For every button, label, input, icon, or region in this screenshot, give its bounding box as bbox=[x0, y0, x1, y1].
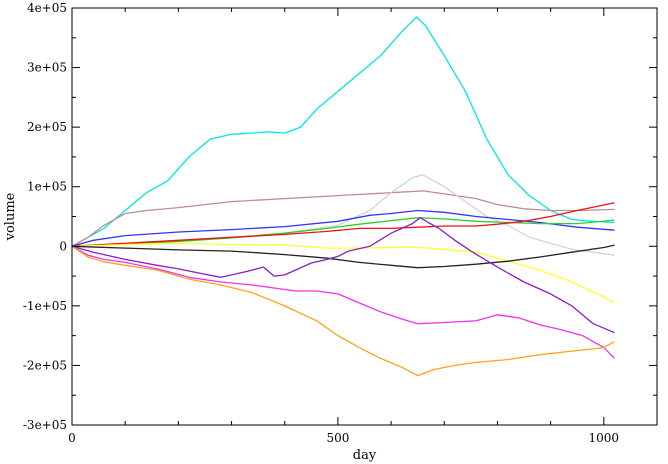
y-axis-ticks: -3e+05 -2e+05 -1e+05 0 1e+05 2e+05 3e+05 4e+05 bbox=[23, 1, 657, 432]
x-axis-title: day bbox=[353, 448, 377, 463]
series-line-1 bbox=[71, 16, 615, 247]
y-tick-label: -2e+05 bbox=[23, 358, 67, 372]
series-line-7 bbox=[71, 242, 615, 304]
series-line-8 bbox=[71, 244, 615, 269]
y-tick-label: -1e+05 bbox=[23, 299, 67, 313]
y-tick-label: -3e+05 bbox=[23, 418, 67, 432]
x-tick-label: 500 bbox=[326, 431, 349, 445]
series-line-4 bbox=[71, 209, 615, 247]
x-axis-ticks: 0 500 1000 bbox=[68, 8, 658, 445]
series-line-11 bbox=[71, 245, 615, 377]
x-tick-label: 0 bbox=[68, 431, 76, 445]
x-tick-label: 1000 bbox=[589, 431, 620, 445]
y-tick-label: 1e+05 bbox=[27, 180, 67, 194]
y-tick-label: 4e+05 bbox=[27, 1, 67, 15]
plot-lines bbox=[71, 16, 615, 377]
y-tick-label: 3e+05 bbox=[27, 61, 67, 75]
series-line-9 bbox=[71, 217, 615, 334]
y-tick-label: 0 bbox=[59, 239, 67, 253]
series-line-2 bbox=[71, 190, 615, 247]
y-axis-title: volume bbox=[3, 192, 18, 241]
series-line-5 bbox=[71, 217, 615, 247]
series-line-10 bbox=[71, 245, 615, 359]
y-tick-label: 2e+05 bbox=[27, 120, 67, 134]
